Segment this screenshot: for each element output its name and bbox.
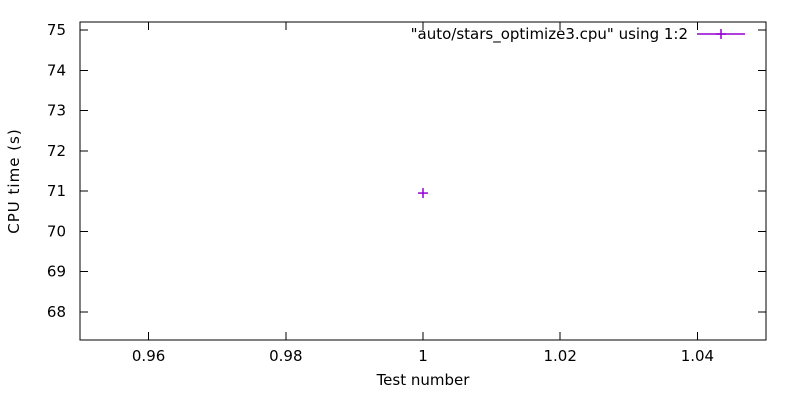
x-tick-label: 0.98	[269, 347, 302, 365]
y-tick-label: 74	[47, 61, 66, 79]
plot-frame	[79, 21, 767, 341]
legend: "auto/stars_optimize3.cpu" using 1:2	[411, 25, 745, 43]
x-axis-label: Test number	[376, 371, 470, 389]
y-tick-label: 71	[47, 182, 66, 200]
x-tick-label: 1.02	[543, 347, 576, 365]
y-tick-label: 73	[47, 102, 66, 120]
y-tick-label: 69	[47, 263, 66, 281]
legend-sample-marker	[697, 29, 745, 39]
legend-series-label: "auto/stars_optimize3.cpu" using 1:2	[410, 25, 688, 43]
x-tick-label: 1.04	[681, 347, 714, 365]
y-tick-label: 68	[47, 303, 66, 321]
x-tick-label: 0.96	[132, 347, 165, 365]
x-tick-label: 1	[418, 347, 428, 365]
y-tick-label: 70	[47, 222, 66, 240]
y-axis-label: CPU time (s)	[5, 128, 23, 234]
y-tick-label: 72	[47, 142, 66, 160]
y-tick-label: 75	[47, 21, 66, 39]
